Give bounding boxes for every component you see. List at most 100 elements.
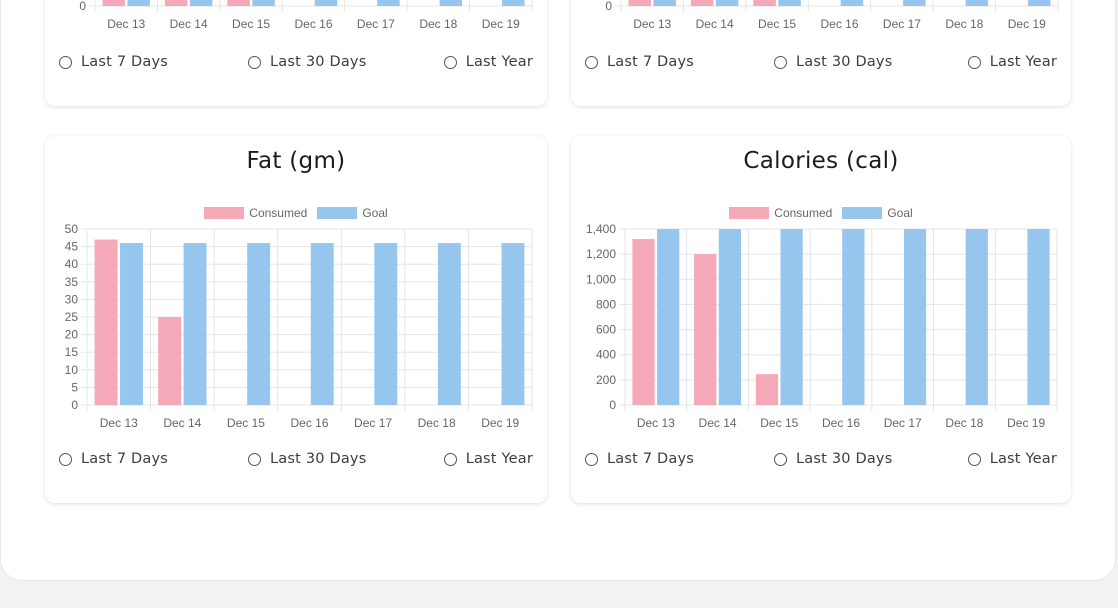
range-last-30-days[interactable]: Last 30 Days	[774, 451, 892, 467]
range-last-7-days[interactable]: Last 7 Days	[585, 54, 694, 70]
x-tick-label: Dec 13	[107, 17, 145, 31]
radio-circle-icon[interactable]	[443, 55, 457, 69]
consumed-bar	[164, 0, 188, 6]
goal-bar	[183, 243, 207, 405]
goal-bar	[501, 243, 525, 405]
range-label: Last 7 Days	[607, 54, 695, 70]
x-tick-label: Dec 13	[633, 17, 671, 31]
goal-bar	[377, 0, 400, 6]
consumed-bar	[628, 0, 651, 6]
radio-circle-icon[interactable]	[585, 452, 598, 466]
legend-goal[interactable]: Goal	[317, 206, 388, 220]
calories-bar-chart: 0 200 400 600 800 1,000 1,200 1,400 Dec 13 Dec 14…	[586, 222, 1058, 430]
radio-circle-icon[interactable]	[248, 55, 261, 69]
range-last-year[interactable]: Last Year	[443, 451, 533, 467]
y-tick-label: 1,000	[586, 272, 616, 286]
y-tick-label: 45	[65, 240, 79, 254]
goal-bar	[374, 243, 398, 405]
legend-goal[interactable]: Goal	[842, 206, 913, 220]
radio-circle-icon[interactable]	[774, 55, 787, 69]
x-tick-label: Dec 13	[100, 416, 138, 430]
goal-bar	[127, 0, 150, 6]
y-tick-label: 25	[65, 310, 79, 324]
range-last-year[interactable]: Last Year	[443, 54, 533, 70]
goal-bar	[247, 243, 271, 405]
consumed-bar	[158, 317, 182, 405]
range-label: Last Year	[989, 54, 1057, 70]
consumed-swatch	[729, 207, 770, 219]
range-label: Last 30 Days	[270, 451, 367, 467]
top-right-chart-card: 0 Dec 13 Dec 14 Dec 15 Dec 16 Dec 17 Dec 18 Dec…	[571, 0, 1071, 106]
range-last-30-days[interactable]: Last 30 Days	[248, 451, 366, 467]
x-tick-label: Dec 14	[696, 17, 734, 31]
range-label: Last Year	[989, 451, 1057, 467]
x-tick-label: Dec 16	[822, 416, 860, 430]
radio-circle-icon[interactable]	[967, 452, 981, 466]
goal-bar	[439, 0, 463, 6]
range-selector: Last 7 Days Last 30 Days Last Year	[59, 451, 533, 471]
consumed-bar	[753, 0, 776, 6]
consumed-bar	[227, 0, 250, 6]
goal-bar	[965, 0, 989, 6]
consumed-swatch	[204, 207, 245, 219]
range-label: Last 7 Days	[81, 451, 169, 467]
chart-title: Calories (cal)	[743, 148, 899, 174]
y-tick-label: 400	[596, 348, 616, 362]
legend-label: Consumed	[774, 206, 833, 220]
y-tick-label: 0	[79, 0, 86, 13]
consumed-bar	[632, 239, 655, 405]
x-tick-label: Dec 18	[419, 17, 457, 31]
range-last-7-days[interactable]: Last 7 Days	[585, 451, 694, 467]
y-tick-label: 1,200	[586, 247, 616, 261]
radio-circle-icon[interactable]	[443, 452, 457, 466]
range-last-year[interactable]: Last Year	[967, 54, 1057, 70]
range-last-30-days[interactable]: Last 30 Days	[774, 54, 892, 70]
goal-bar	[840, 0, 864, 6]
radio-circle-icon[interactable]	[59, 452, 72, 466]
legend-consumed[interactable]: Consumed	[729, 206, 832, 220]
x-tick-label: Dec 14	[699, 416, 737, 430]
y-tick-label: 50	[65, 222, 79, 236]
x-tick-label: Dec 17	[354, 416, 392, 430]
y-tick-label: 35	[65, 275, 79, 289]
radio-circle-icon[interactable]	[967, 55, 981, 69]
range-last-7-days[interactable]: Last 7 Days	[59, 451, 168, 467]
radio-circle-icon[interactable]	[248, 452, 261, 466]
range-label: Last 7 Days	[607, 451, 695, 467]
range-selector: Last 7 Days Last 30 Days Last Year	[585, 54, 1057, 74]
goal-swatch	[317, 207, 358, 219]
goal-bar	[780, 229, 803, 405]
y-tick-label: 200	[596, 373, 616, 387]
radio-circle-icon[interactable]	[585, 55, 598, 69]
range-last-30-days[interactable]: Last 30 Days	[248, 54, 366, 70]
goal-bar	[903, 0, 926, 6]
range-label: Last Year	[465, 451, 533, 467]
goal-bar	[1028, 0, 1051, 6]
legend-label: Consumed	[249, 206, 308, 220]
range-last-year[interactable]: Last Year	[967, 451, 1057, 467]
x-tick-label: Dec 17	[884, 416, 922, 430]
y-tick-label: 0	[609, 398, 616, 412]
x-tick-label: Dec 19	[1008, 17, 1046, 31]
range-label: Last 7 Days	[81, 54, 169, 70]
x-tick-label: Dec 19	[1007, 416, 1045, 430]
y-tick-label: 1,400	[586, 222, 616, 236]
x-tick-label: Dec 15	[227, 416, 265, 430]
radio-circle-icon[interactable]	[59, 55, 72, 69]
x-tick-label: Dec 14	[163, 416, 201, 430]
x-tick-label: Dec 14	[170, 17, 208, 31]
goal-swatch	[842, 207, 883, 219]
radio-circle-icon[interactable]	[774, 452, 787, 466]
legend-label: Goal	[887, 206, 913, 220]
y-tick-label: 40	[65, 257, 79, 271]
consumed-bar	[94, 239, 118, 405]
goal-bar	[310, 243, 334, 405]
x-tick-label: Dec 15	[758, 17, 796, 31]
y-tick-label: 0	[605, 0, 612, 13]
top-right-chart: 0 Dec 13 Dec 14 Dec 15 Dec 16 Dec 17 Dec 18 Dec…	[605, 0, 1059, 31]
range-last-7-days[interactable]: Last 7 Days	[59, 54, 168, 70]
legend-consumed[interactable]: Consumed	[204, 206, 307, 220]
range-selector: Last 7 Days Last 30 Days Last Year	[585, 451, 1057, 471]
top-left-chart-card: 0 Dec 13 Dec 14 Dec 15 Dec 16 Dec 17 Dec 18 Dec…	[45, 0, 547, 106]
x-tick-label: Dec 17	[357, 17, 395, 31]
